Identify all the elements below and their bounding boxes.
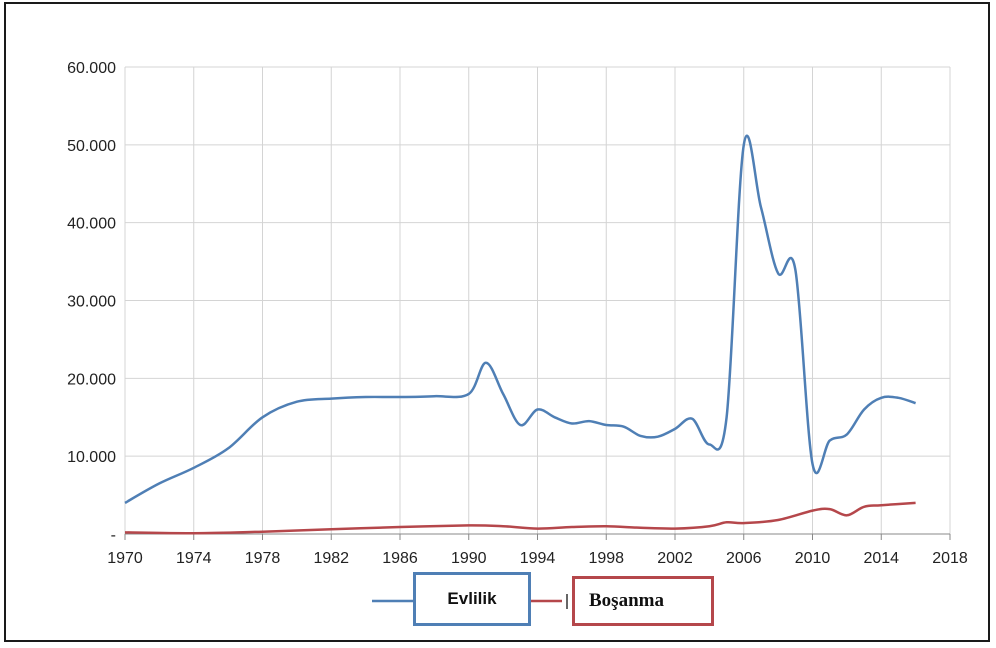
- legend-label-bosanma: Boşanma: [589, 590, 664, 611]
- legend-label-evlilik: Evlilik: [447, 589, 497, 608]
- y-tick-label: 20.000: [67, 371, 116, 388]
- x-tick-label: 1982: [313, 550, 349, 567]
- y-tick-label: -: [111, 527, 116, 544]
- x-tick-labels: 1970 1974 1978 1982 1986 1990 1994 1998 2002 2006…: [107, 550, 968, 567]
- legend-item-bosanma: Boşanma: [572, 576, 714, 626]
- x-tick-label: 1970: [107, 550, 143, 567]
- x-tick-label: 1974: [176, 550, 212, 567]
- y-tick-label: 30.000: [67, 294, 116, 311]
- chart-frame: [4, 2, 990, 642]
- x-tick-label: 1990: [451, 550, 487, 567]
- y-tick-label: 60.000: [67, 60, 116, 77]
- y-tick-label: 10.000: [67, 449, 116, 466]
- y-tick-label: 50.000: [67, 138, 116, 155]
- x-tick-label: 1978: [245, 550, 281, 567]
- grid-lines: [124, 66, 951, 534]
- series-line-bosanma: [124, 501, 916, 535]
- y-tick-label: 40.000: [67, 216, 116, 233]
- x-tick-label: 2006: [726, 550, 762, 567]
- x-tick-label: 2018: [932, 550, 968, 567]
- x-tick-label: 2014: [863, 550, 899, 567]
- series-lines: [124, 134, 917, 609]
- x-tick-label: 1998: [588, 550, 624, 567]
- x-tick-label: 2010: [795, 550, 831, 567]
- x-tick-label: 1986: [382, 550, 418, 567]
- x-tick-label: 1994: [520, 550, 556, 567]
- series-line-evlilik: [124, 134, 917, 504]
- y-tick-labels: - 10.000 20.000 30.000 40.000 50.000 60.000: [67, 60, 116, 544]
- axes: [124, 533, 951, 540]
- legend-item-evlilik: Evlilik: [413, 572, 531, 626]
- x-tick-label: 2002: [657, 550, 693, 567]
